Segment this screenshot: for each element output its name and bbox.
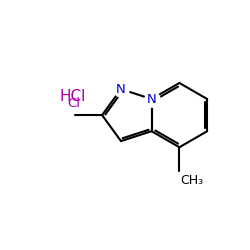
Text: N: N xyxy=(147,92,156,106)
Text: HCl: HCl xyxy=(59,89,86,104)
Text: N: N xyxy=(116,82,126,96)
Text: CH₃: CH₃ xyxy=(181,174,204,188)
Text: Cl: Cl xyxy=(67,97,80,110)
